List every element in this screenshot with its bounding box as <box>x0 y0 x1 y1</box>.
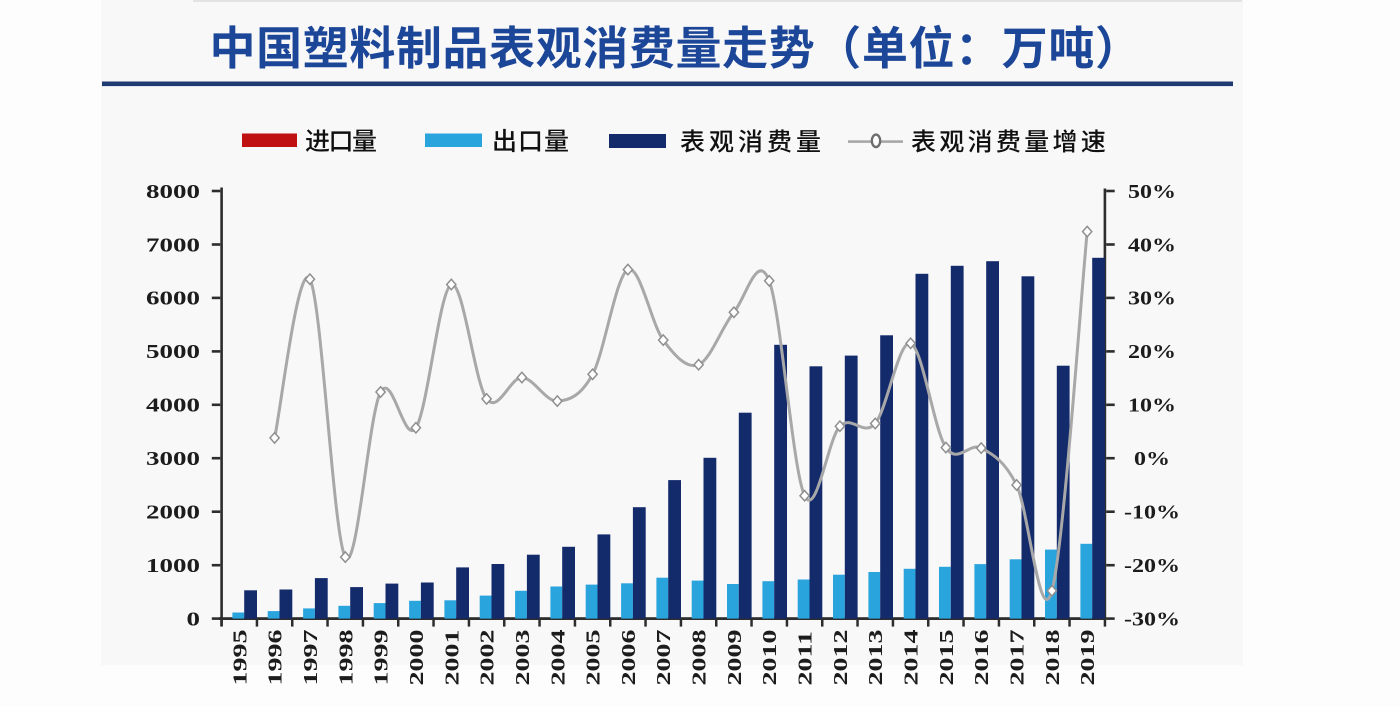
svg-text:6000: 6000 <box>146 288 200 310</box>
svg-text:20%: 20% <box>1128 340 1176 363</box>
svg-text:2003: 2003 <box>512 630 534 686</box>
svg-text:2005: 2005 <box>582 630 604 686</box>
svg-text:1997: 1997 <box>300 630 322 686</box>
svg-text:2015: 2015 <box>936 630 958 686</box>
svg-text:10%: 10% <box>1128 393 1176 416</box>
svg-text:2002: 2002 <box>476 630 498 686</box>
svg-text:2012: 2012 <box>830 630 852 686</box>
svg-text:1999: 1999 <box>370 630 392 686</box>
svg-text:3000: 3000 <box>146 448 200 470</box>
svg-text:2018: 2018 <box>1042 630 1064 686</box>
svg-text:1000: 1000 <box>146 555 200 577</box>
svg-text:50%: 50% <box>1128 180 1176 203</box>
svg-text:2019: 2019 <box>1077 630 1099 686</box>
svg-text:2016: 2016 <box>971 630 993 686</box>
svg-text:8000: 8000 <box>146 181 200 203</box>
svg-text:7000: 7000 <box>146 234 200 256</box>
svg-text:1995: 1995 <box>229 630 251 686</box>
svg-text:40%: 40% <box>1128 233 1176 256</box>
svg-text:2013: 2013 <box>865 630 887 686</box>
svg-text:5000: 5000 <box>146 341 200 363</box>
svg-text:1998: 1998 <box>335 630 357 686</box>
svg-text:4000: 4000 <box>146 395 200 417</box>
svg-text:0%: 0% <box>1134 447 1170 470</box>
svg-text:2009: 2009 <box>724 630 746 686</box>
svg-text:2004: 2004 <box>547 630 569 686</box>
svg-text:1996: 1996 <box>264 630 286 686</box>
svg-text:2008: 2008 <box>688 630 710 686</box>
svg-text:2006: 2006 <box>618 630 640 686</box>
svg-text:2011: 2011 <box>794 631 816 685</box>
svg-text:2007: 2007 <box>653 630 675 686</box>
svg-text:-10%: -10% <box>1124 500 1180 523</box>
svg-text:0: 0 <box>187 609 200 631</box>
svg-text:-20%: -20% <box>1124 554 1180 577</box>
svg-text:2017: 2017 <box>1006 630 1028 686</box>
svg-text:2010: 2010 <box>759 630 781 686</box>
svg-text:2000: 2000 <box>406 630 428 686</box>
svg-text:-30%: -30% <box>1124 607 1180 630</box>
svg-text:30%: 30% <box>1128 287 1176 310</box>
svg-text:2001: 2001 <box>441 630 463 686</box>
svg-text:2000: 2000 <box>146 502 200 524</box>
svg-text:2014: 2014 <box>900 630 922 686</box>
